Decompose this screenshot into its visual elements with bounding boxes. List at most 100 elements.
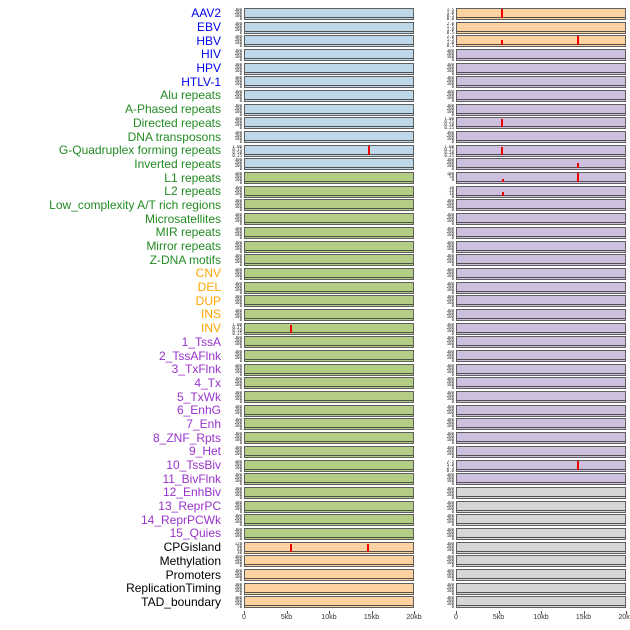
y-axis-ticks: 300 200 100 0	[414, 473, 456, 485]
y-tick-label: 200	[446, 160, 454, 166]
y-tick-label: 200	[446, 393, 454, 399]
y-tick-label: 300	[446, 62, 454, 67]
y-axis-ticks: 300 200 100 0	[414, 76, 456, 88]
x-axis-left-panel: 0 5kb 10kb 15kb 20kb	[242, 611, 422, 627]
signal-baseline	[457, 578, 625, 580]
y-tick-label: 200	[446, 502, 454, 508]
y-tick-label: 0	[451, 56, 454, 61]
y-tick-label: 100	[446, 491, 454, 497]
y-tick-label: 300	[234, 596, 242, 601]
y-tick-label: 0	[451, 221, 454, 226]
track-label: 12_EnhBiv	[162, 485, 221, 500]
y-tick-label: 100	[446, 478, 454, 484]
y-tick-label: 100	[234, 423, 242, 429]
y-tick-label: 0	[451, 97, 454, 102]
y-tick-label: 300	[446, 445, 454, 450]
y-tick-label: 0	[451, 303, 454, 308]
signal-spike	[290, 543, 293, 552]
track-panel-left	[244, 7, 414, 20]
signal-baseline	[245, 290, 413, 292]
y-tick-label: 0	[239, 577, 242, 582]
signal-baseline	[457, 126, 625, 128]
track-panel-left	[244, 89, 414, 102]
signal-baseline	[457, 591, 625, 593]
y-axis-ticks: 300 200 100 0	[226, 213, 244, 225]
y-axis-ticks: 300 200 100 0	[226, 158, 244, 170]
y-tick-label: 300	[446, 199, 454, 204]
y-tick-label: 100	[446, 313, 454, 319]
y-tick-label: 300	[234, 391, 242, 396]
track-panel-left	[244, 582, 414, 595]
track-panel-left	[244, 103, 414, 116]
track-panel-left	[244, 35, 414, 48]
track-panel-left	[244, 21, 414, 34]
y-axis-ticks: 300 200 100 0	[414, 131, 456, 143]
track-panel-left	[244, 527, 414, 540]
y-axis-ticks: 300 200 100 0	[414, 241, 456, 253]
y-tick-label: 200	[446, 133, 454, 139]
y-tick-label: 100	[446, 532, 454, 538]
y-tick-label: 200	[446, 78, 454, 84]
y-tick-label: 0	[451, 289, 454, 294]
y-tick-label: 0	[239, 371, 242, 376]
track-label: DEL	[197, 280, 221, 295]
y-axis-ticks: 300 200 100 0	[226, 350, 244, 362]
signal-baseline	[245, 222, 413, 224]
track-row: 15_Quies 300 200 100 0 300 200 100 0	[0, 527, 630, 541]
y-tick-label: 0.5	[446, 29, 454, 34]
y-tick-label: 100	[446, 505, 454, 511]
y-tick-label: 0	[451, 440, 454, 445]
track-label: DUP	[195, 293, 221, 308]
y-tick-label: 0	[451, 535, 454, 540]
y-tick-label: 200	[446, 338, 454, 344]
y-tick-label: 0.5	[446, 12, 454, 18]
y-tick-label: 300	[234, 418, 242, 423]
y-tick-label: 2.5	[446, 464, 454, 470]
track-panel-right	[456, 363, 626, 376]
signal-baseline	[457, 372, 625, 374]
y-tick-label: 100	[446, 409, 454, 415]
signal-baseline	[457, 290, 625, 292]
y-axis-ticks: 300 200 100 0	[226, 432, 244, 444]
y-tick-label: 0	[239, 207, 242, 212]
track-panel-right	[456, 404, 626, 417]
y-tick-label: 1.0	[446, 26, 454, 32]
y-tick-label: 100	[446, 231, 454, 237]
signal-baseline	[245, 605, 413, 607]
y-tick-label: 200	[234, 283, 242, 289]
signal-baseline	[457, 71, 625, 73]
y-tick-label: 0	[239, 412, 242, 417]
y-tick-label: 300	[234, 254, 242, 259]
y-tick-label: 0	[239, 275, 242, 280]
y-tick-label: 100	[234, 396, 242, 402]
signal-baseline	[457, 263, 625, 265]
y-tick-label: 300	[446, 500, 454, 505]
y-tick-label: 300	[234, 514, 242, 519]
track-panel-left	[244, 500, 414, 513]
y-tick-label: 300	[446, 404, 454, 409]
track-label: 14_ReprPCWk	[140, 512, 221, 527]
track-panel-right	[456, 541, 626, 554]
y-tick-label: 0	[239, 508, 242, 513]
signal-baseline	[457, 304, 625, 306]
track-label: 10_TssBiv	[166, 458, 221, 473]
y-tick-label: 0.25	[444, 152, 454, 157]
y-tick-label: 200	[234, 50, 242, 56]
y-tick-label: 120	[234, 541, 242, 546]
track-label: HPV	[196, 61, 221, 76]
y-tick-label: 0	[451, 111, 454, 116]
y-tick-label: 100	[234, 94, 242, 100]
signal-baseline	[245, 372, 413, 374]
y-tick-label: 0	[239, 522, 242, 527]
track-panel-right	[456, 254, 626, 267]
y-tick-label: 200	[234, 174, 242, 180]
track-rows: AAV2 300 200 100 0 1.5 1.0 0.5 0.0 EBV 300 200 100 0 2…	[0, 7, 630, 609]
signal-baseline	[245, 495, 413, 497]
track-label: 15_Quies	[169, 526, 221, 541]
signal-baseline	[457, 181, 625, 183]
signal-baseline	[457, 345, 625, 347]
y-tick-label: 100	[446, 327, 454, 333]
y-tick-label: 300	[234, 459, 242, 464]
y-axis-ticks: 300 200 100 0	[414, 254, 456, 266]
